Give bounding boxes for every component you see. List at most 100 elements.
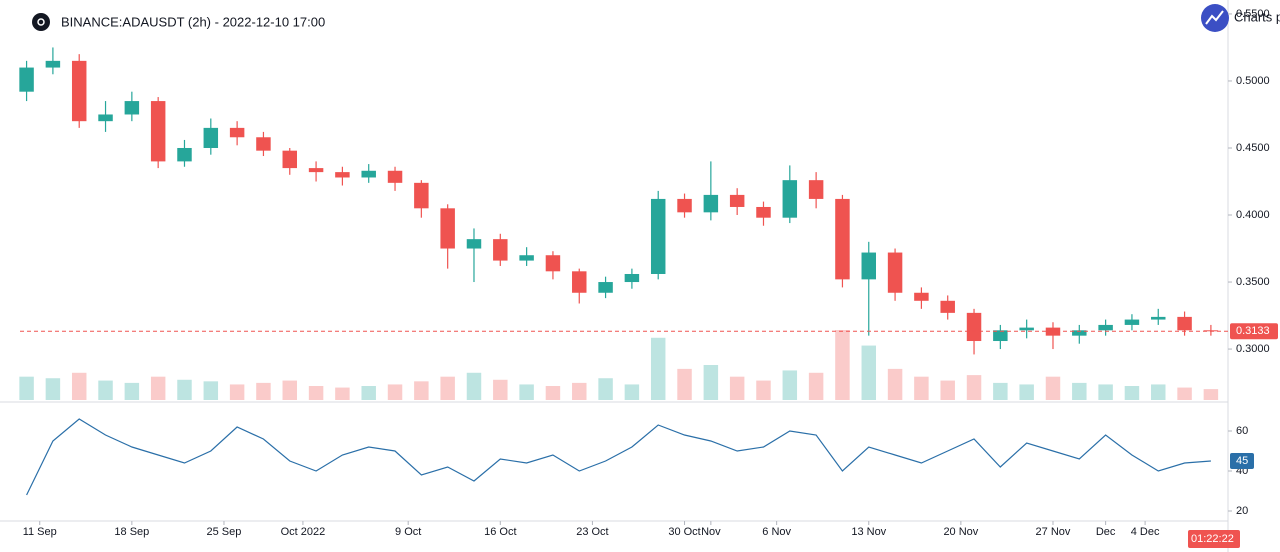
x-tick-label: 9 Oct (395, 526, 421, 538)
y-tick-label: 60 (1236, 425, 1248, 437)
candle-body (887, 252, 903, 293)
candle-body (756, 206, 771, 218)
volume-bar (124, 382, 140, 400)
volume-bar (19, 376, 34, 400)
candle-body (440, 208, 455, 249)
candle-body (493, 239, 508, 261)
candle-body (650, 198, 666, 274)
volume-bar (966, 375, 982, 400)
volume-bar (335, 387, 350, 400)
volume-bar (282, 380, 297, 400)
candle-body (782, 180, 798, 218)
volume-bar (1124, 386, 1140, 400)
candle-body (835, 198, 850, 280)
volume-bar (572, 382, 587, 400)
candle-body (808, 180, 824, 199)
volume-bar (177, 379, 192, 400)
symbol-icon (32, 13, 50, 31)
last-price-label: 0.3133 (1236, 325, 1270, 337)
volume-bar (545, 386, 561, 400)
rsi-last-tag (1230, 453, 1254, 469)
last-price-tag (1230, 323, 1278, 340)
y-tick-label: 0.4500 (1236, 142, 1270, 154)
volume-bar (361, 386, 376, 400)
volume-bar (887, 368, 903, 400)
x-tick-label: 18 Sep (114, 526, 149, 538)
candle-body (703, 194, 719, 213)
x-tick-label: 4 Dec (1131, 526, 1160, 538)
volume-bar (993, 382, 1008, 400)
volume-bar (861, 345, 876, 400)
x-tick-label: 27 Nov (1036, 526, 1071, 538)
x-tick-label: Dec (1096, 526, 1116, 538)
candle-body (1098, 324, 1113, 331)
candle-body (598, 282, 613, 293)
volume-bar (703, 365, 719, 400)
candle-body (1072, 330, 1087, 336)
candle-body (229, 127, 245, 138)
candle-body (545, 255, 561, 272)
candle-body (361, 170, 376, 178)
countdown: 01:22:22 (1191, 533, 1234, 545)
rsi-last-label: 45 (1236, 455, 1248, 467)
volume-bar (229, 384, 245, 400)
volume-bar (414, 381, 429, 400)
volume-bar (308, 386, 324, 400)
candle-body (940, 300, 955, 313)
symbol-icon-mark (37, 18, 45, 26)
volume-bar (256, 382, 271, 400)
volume-bar (150, 376, 166, 400)
candle-body (308, 168, 324, 173)
candle-body (861, 252, 876, 280)
x-tick-label: 16 Oct (484, 526, 516, 538)
volume-bar (729, 376, 745, 400)
volume-bar (203, 381, 219, 400)
candle-body (19, 67, 34, 92)
x-tick-label: 6 Nov (762, 526, 791, 538)
volume-bar (98, 380, 113, 400)
candle-body (45, 60, 61, 68)
candle-body (466, 239, 482, 249)
volume-bar (624, 384, 640, 400)
candle-body (729, 194, 745, 207)
chart-title: BINANCE:ADAUSDT (2h) - 2022-12-10 17:00 (61, 14, 325, 29)
y-tick-label: 20 (1236, 505, 1248, 517)
rsi-line (26, 418, 1211, 496)
volume-bar (914, 376, 929, 400)
candle-body (335, 172, 350, 178)
volume-bar (387, 384, 403, 400)
volume-bar (1151, 384, 1166, 400)
candle-body (150, 101, 166, 162)
y-tick-label: 0.4000 (1236, 209, 1270, 221)
candle-body (677, 198, 692, 213)
x-tick-label: 30 Oct (668, 526, 700, 538)
candle-body (519, 255, 534, 261)
x-tick-label: Oct 2022 (281, 526, 326, 538)
candle-body (282, 150, 297, 169)
candle-body (624, 273, 640, 283)
candle-body (993, 330, 1008, 342)
x-tick-label: Nov (701, 526, 721, 538)
volume-bar (1045, 376, 1061, 400)
volume-bar (1072, 382, 1087, 400)
x-tick-label: 25 Sep (207, 526, 242, 538)
candle-body (71, 60, 87, 122)
logo-mark (1205, 10, 1224, 25)
candle-body (1177, 316, 1192, 331)
candle-body (124, 101, 140, 115)
volume-bar (1019, 384, 1034, 400)
candle-body (256, 137, 271, 151)
x-tick-label: 13 Nov (851, 526, 886, 538)
volume-bar (598, 378, 613, 400)
candle-body (203, 127, 219, 148)
y-tick-label: 0.5500 (1236, 8, 1270, 20)
candle-body (414, 182, 429, 209)
volume-bar (45, 378, 61, 400)
y-tick-label: 0.3000 (1236, 343, 1270, 355)
candle-body (387, 170, 403, 183)
volume-bar (1177, 387, 1192, 400)
candle-body (966, 312, 982, 342)
y-tick-label: 0.5000 (1236, 75, 1270, 87)
volume-bar (1098, 384, 1113, 400)
